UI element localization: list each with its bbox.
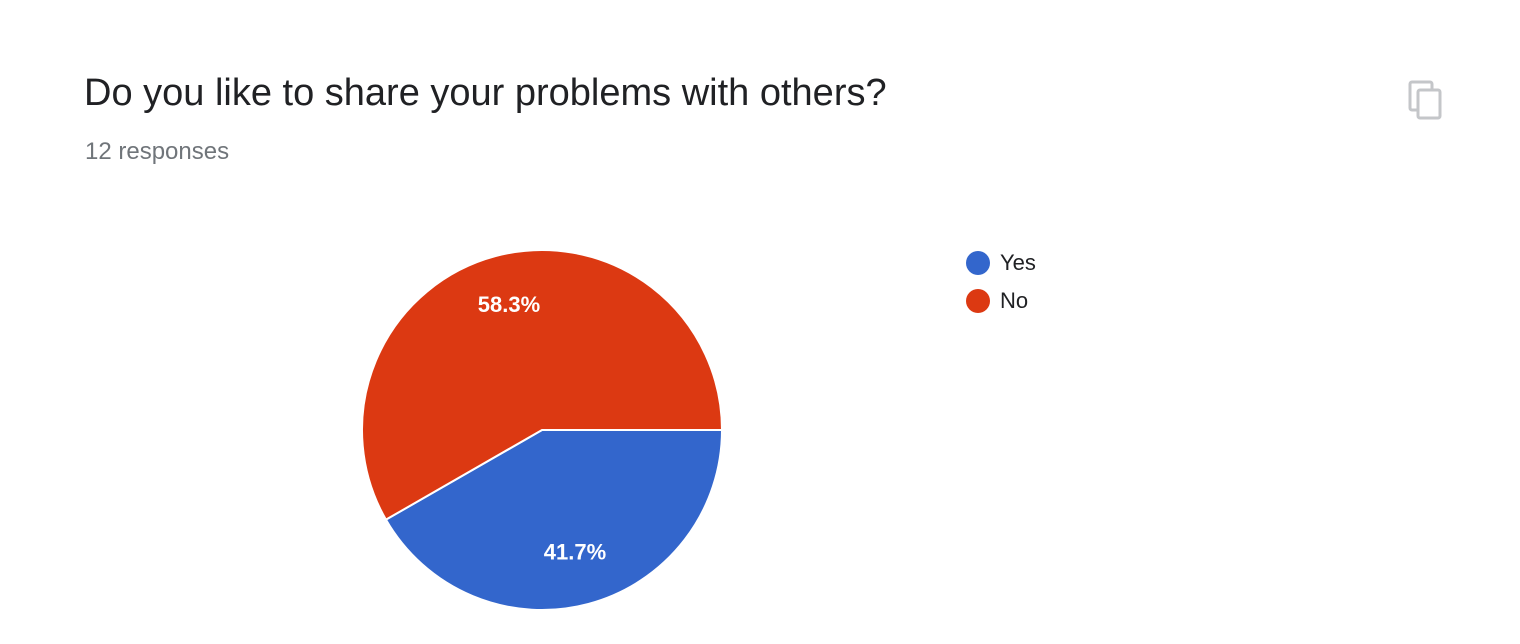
legend-swatch-no bbox=[966, 289, 990, 313]
legend-swatch-yes bbox=[966, 251, 990, 275]
pie-slice-yes[interactable] bbox=[384, 429, 724, 611]
legend-label-no: No bbox=[1000, 288, 1029, 313]
legend-item-no[interactable]: No bbox=[966, 282, 1036, 320]
question-title: Do you like to share your problems with … bbox=[84, 72, 887, 114]
pie-slices bbox=[361, 249, 724, 611]
response-count: 12 responses bbox=[85, 138, 230, 165]
slice-label-yes: 41.7% bbox=[544, 539, 606, 564]
chart-legend: Yes No bbox=[966, 244, 1036, 320]
legend-item-yes[interactable]: Yes bbox=[966, 244, 1036, 282]
copy-icon bbox=[1408, 80, 1442, 120]
slice-label-no: 58.3% bbox=[478, 292, 540, 317]
copy-chart-button[interactable] bbox=[1400, 74, 1452, 126]
pie-labels: 41.7% 58.3% bbox=[478, 292, 606, 564]
pie-slice-no[interactable] bbox=[361, 249, 724, 522]
legend-label-yes: Yes bbox=[1000, 250, 1036, 275]
